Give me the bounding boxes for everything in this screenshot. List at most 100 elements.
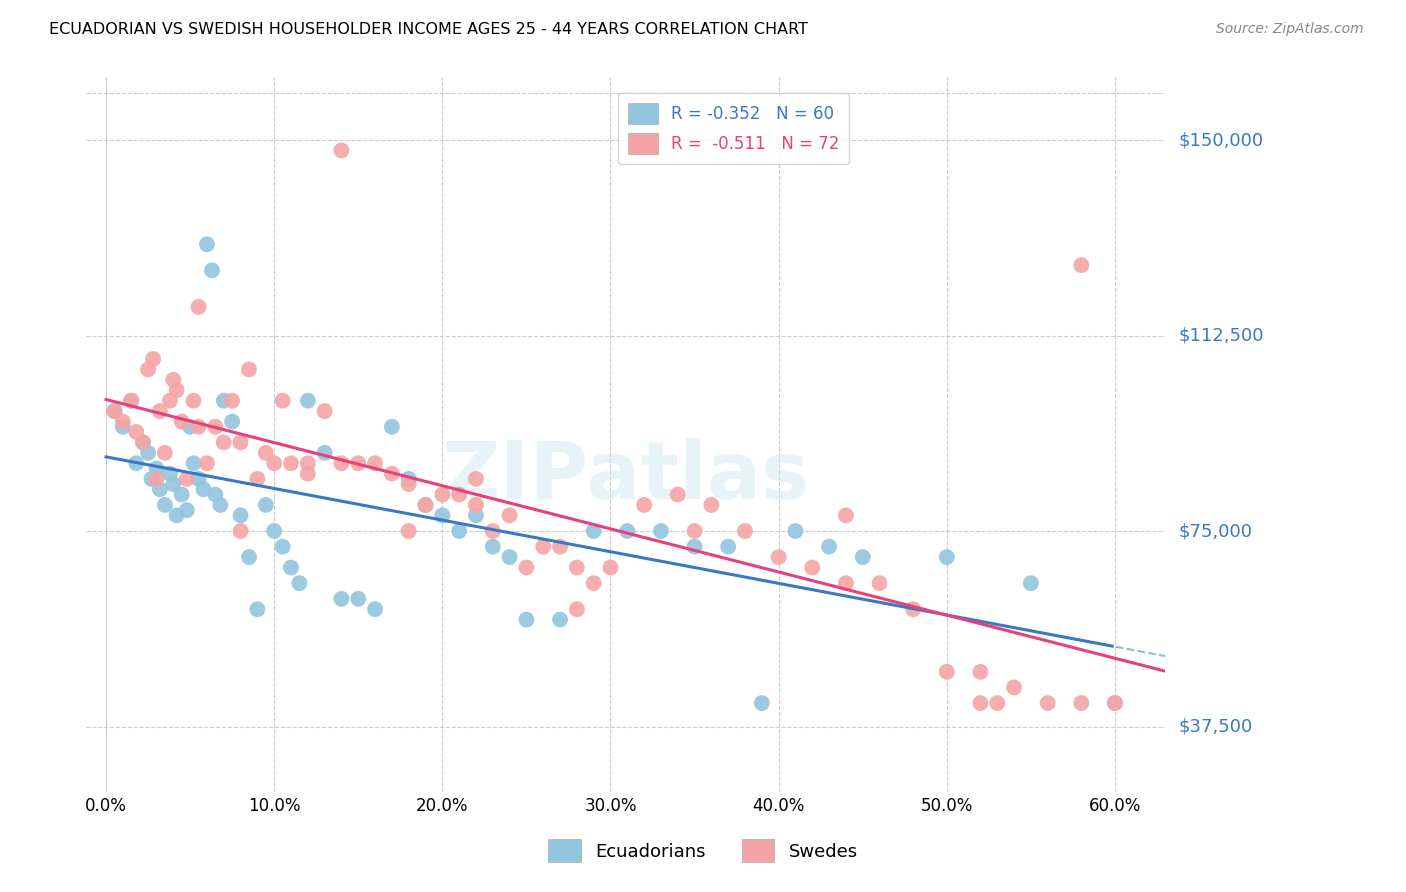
Point	[204, 419, 226, 434]
Text: Source: ZipAtlas.com: Source: ZipAtlas.com	[1216, 22, 1364, 37]
Point	[153, 498, 176, 512]
Point	[166, 508, 188, 523]
Point	[271, 540, 294, 554]
Point	[1104, 696, 1126, 710]
Point	[132, 435, 155, 450]
Point	[204, 487, 226, 501]
Point	[415, 498, 437, 512]
Point	[314, 404, 336, 418]
Point	[1036, 696, 1059, 710]
Point	[683, 524, 706, 538]
Point	[166, 384, 188, 398]
Point	[145, 461, 167, 475]
Point	[153, 446, 176, 460]
Point	[1019, 576, 1042, 591]
Point	[221, 415, 243, 429]
Point	[103, 404, 125, 418]
Point	[582, 576, 605, 591]
Point	[179, 419, 201, 434]
Point	[187, 419, 209, 434]
Point	[170, 415, 193, 429]
Point	[616, 524, 638, 538]
Point	[263, 524, 285, 538]
Text: $150,000: $150,000	[1178, 131, 1264, 149]
Point	[364, 456, 387, 470]
Point	[398, 477, 420, 491]
Point	[297, 456, 319, 470]
Point	[683, 540, 706, 554]
Point	[162, 373, 184, 387]
Point	[1070, 696, 1092, 710]
Point	[201, 263, 224, 277]
Point	[599, 560, 621, 574]
Point	[935, 665, 957, 679]
Point	[935, 550, 957, 565]
Point	[515, 613, 537, 627]
Point	[901, 602, 924, 616]
Point	[149, 404, 172, 418]
Point	[398, 524, 420, 538]
Point	[170, 487, 193, 501]
Point	[347, 456, 370, 470]
Point	[254, 498, 277, 512]
Point	[432, 508, 454, 523]
Point	[347, 591, 370, 606]
Point	[162, 477, 184, 491]
Point	[449, 524, 471, 538]
Point	[246, 602, 269, 616]
Point	[229, 524, 252, 538]
Point	[187, 300, 209, 314]
Point	[136, 362, 159, 376]
Point	[364, 602, 387, 616]
Point	[582, 524, 605, 538]
Point	[159, 467, 181, 481]
Text: $112,500: $112,500	[1178, 326, 1264, 344]
Point	[209, 498, 232, 512]
Point	[149, 483, 172, 497]
Point	[263, 456, 285, 470]
Point	[531, 540, 554, 554]
Point	[297, 467, 319, 481]
Text: ECUADORIAN VS SWEDISH HOUSEHOLDER INCOME AGES 25 - 44 YEARS CORRELATION CHART: ECUADORIAN VS SWEDISH HOUSEHOLDER INCOME…	[49, 22, 808, 37]
Point	[415, 498, 437, 512]
Point	[195, 456, 218, 470]
Point	[212, 435, 235, 450]
Point	[183, 393, 205, 408]
Point	[314, 446, 336, 460]
Point	[176, 472, 198, 486]
Point	[238, 362, 260, 376]
Point	[330, 591, 353, 606]
Point	[229, 508, 252, 523]
Point	[136, 446, 159, 460]
Point	[120, 393, 142, 408]
Point	[498, 550, 520, 565]
Point	[633, 498, 655, 512]
Point	[238, 550, 260, 565]
Point	[381, 467, 404, 481]
Point	[515, 560, 537, 574]
Point	[449, 487, 471, 501]
Point	[159, 393, 181, 408]
Point	[986, 696, 1008, 710]
Point	[111, 419, 134, 434]
Point	[801, 560, 824, 574]
Point	[111, 415, 134, 429]
Point	[280, 456, 302, 470]
Point	[193, 483, 215, 497]
Point	[650, 524, 672, 538]
Point	[125, 456, 148, 470]
Point	[132, 435, 155, 450]
Point	[498, 508, 520, 523]
Point	[852, 550, 875, 565]
Point	[700, 498, 723, 512]
Legend: R = -0.352   N = 60, R =  -0.511   N = 72: R = -0.352 N = 60, R = -0.511 N = 72	[617, 93, 849, 164]
Point	[195, 237, 218, 252]
Point	[103, 404, 125, 418]
Point	[246, 472, 269, 486]
Point	[717, 540, 740, 554]
Point	[734, 524, 756, 538]
Point	[565, 560, 588, 574]
Point	[465, 472, 488, 486]
Point	[297, 393, 319, 408]
Point	[280, 560, 302, 574]
